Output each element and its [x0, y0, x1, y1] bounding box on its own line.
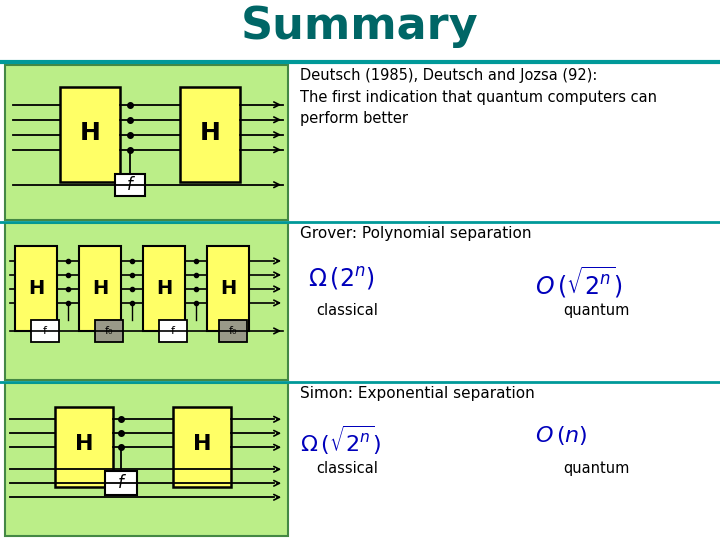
Text: H: H [156, 279, 172, 299]
Bar [207, 246, 249, 332]
Text: quantum: quantum [563, 461, 629, 476]
Text: H: H [199, 121, 220, 145]
Text: Deutsch (1985), Deutsch and Jozsa (92):
The first indication that quantum comput: Deutsch (1985), Deutsch and Jozsa (92): … [300, 68, 657, 126]
Text: Grover: Polynomial separation: Grover: Polynomial separation [300, 226, 531, 241]
Text: $\Omega\,(2^n)$: $\Omega\,(2^n)$ [308, 265, 374, 292]
Bar [5, 223, 288, 380]
Text: $O\,(n)$: $O\,(n)$ [535, 424, 588, 447]
Text: Summary: Summary [241, 5, 479, 48]
Bar [31, 320, 59, 342]
Text: H: H [75, 434, 94, 454]
Bar [219, 320, 247, 342]
Text: f₀: f₀ [229, 326, 238, 336]
Text: classical: classical [316, 461, 378, 476]
Text: f: f [43, 326, 47, 336]
Text: Simon: Exponential separation: Simon: Exponential separation [300, 386, 535, 401]
Bar [55, 407, 113, 487]
Bar [60, 87, 120, 183]
Bar [79, 246, 121, 332]
Bar [5, 65, 288, 220]
Text: f₀: f₀ [104, 326, 113, 336]
Text: $O\,(\sqrt{2^n})$: $O\,(\sqrt{2^n})$ [535, 265, 623, 300]
Text: $\Omega\,(\sqrt{2^n})$: $\Omega\,(\sqrt{2^n})$ [300, 424, 382, 457]
Text: H: H [80, 121, 100, 145]
Text: classical: classical [316, 303, 378, 318]
Text: H: H [193, 434, 211, 454]
Bar [180, 87, 240, 183]
Text: H: H [220, 279, 236, 299]
Bar [5, 383, 288, 536]
Text: f: f [171, 326, 175, 336]
Bar [95, 320, 123, 342]
Text: quantum: quantum [563, 303, 629, 318]
Bar [15, 246, 57, 332]
Bar [105, 471, 137, 495]
Text: f: f [127, 176, 133, 194]
Bar [173, 407, 231, 487]
Text: H: H [28, 279, 44, 299]
Bar [143, 246, 185, 332]
Text: H: H [92, 279, 108, 299]
Bar [115, 174, 145, 195]
Bar [159, 320, 187, 342]
Text: f: f [118, 474, 124, 492]
